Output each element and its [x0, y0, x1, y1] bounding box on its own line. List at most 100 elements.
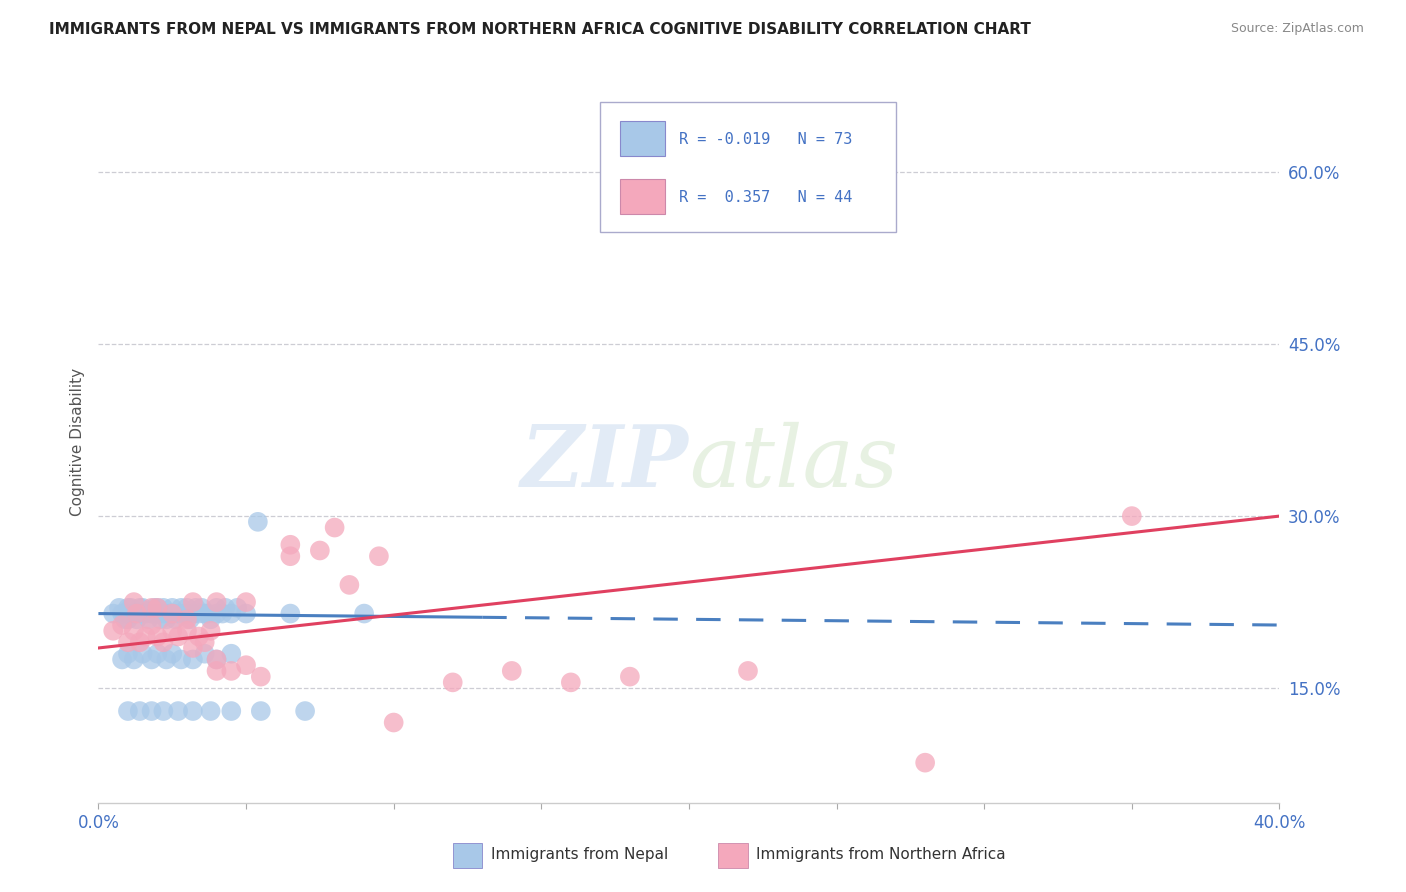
Point	[162, 607, 183, 621]
Point	[122, 607, 145, 621]
Point	[205, 664, 228, 678]
Point	[122, 624, 145, 638]
Bar	[620, 179, 665, 214]
Point	[103, 607, 125, 621]
Point	[135, 607, 157, 621]
Point	[152, 704, 174, 718]
Point	[181, 640, 204, 655]
Point	[250, 670, 273, 684]
Point	[214, 600, 236, 615]
Point	[221, 607, 243, 621]
Point	[157, 607, 180, 621]
Point	[221, 664, 243, 678]
Point	[280, 549, 302, 564]
Point	[197, 607, 219, 621]
Text: Immigrants from Nepal: Immigrants from Nepal	[491, 847, 668, 863]
Point	[141, 607, 163, 621]
Point	[170, 600, 193, 615]
Point	[103, 624, 125, 638]
Point	[173, 607, 195, 621]
Text: IMMIGRANTS FROM NEPAL VS IMMIGRANTS FROM NORTHERN AFRICA COGNITIVE DISABILITY CO: IMMIGRANTS FROM NEPAL VS IMMIGRANTS FROM…	[49, 22, 1031, 37]
Point	[235, 607, 257, 621]
Point	[382, 715, 405, 730]
Point	[155, 652, 177, 666]
Point	[117, 704, 139, 718]
Point	[309, 543, 332, 558]
Point	[167, 607, 190, 621]
Point	[162, 624, 183, 638]
Point	[141, 618, 163, 632]
Point	[176, 607, 198, 621]
Point	[226, 600, 249, 615]
Point	[250, 704, 273, 718]
Bar	[620, 121, 665, 156]
Point	[181, 652, 204, 666]
FancyBboxPatch shape	[600, 102, 896, 232]
Point	[194, 647, 217, 661]
Point	[235, 595, 257, 609]
Point	[146, 647, 169, 661]
Point	[167, 704, 190, 718]
Point	[560, 675, 582, 690]
Point	[619, 670, 641, 684]
Point	[221, 704, 243, 718]
Point	[200, 704, 222, 718]
Point	[205, 595, 228, 609]
Point	[205, 652, 228, 666]
Text: Immigrants from Northern Africa: Immigrants from Northern Africa	[756, 847, 1005, 863]
Point	[125, 612, 148, 626]
Point	[125, 607, 148, 621]
Point	[181, 595, 204, 609]
Point	[141, 652, 163, 666]
Point	[280, 538, 302, 552]
Point	[152, 635, 174, 649]
Point	[441, 675, 464, 690]
Point	[138, 612, 160, 626]
Point	[914, 756, 936, 770]
Point	[122, 595, 145, 609]
Point	[191, 600, 214, 615]
Point	[294, 704, 316, 718]
Point	[117, 607, 139, 621]
Point	[368, 549, 391, 564]
Point	[108, 600, 131, 615]
Point	[152, 607, 174, 621]
Point	[146, 630, 169, 644]
Point	[205, 652, 228, 666]
Point	[122, 652, 145, 666]
Point	[117, 600, 139, 615]
Point	[167, 630, 190, 644]
Point	[117, 612, 139, 626]
Point	[152, 600, 174, 615]
Point	[205, 607, 228, 621]
Point	[170, 652, 193, 666]
Point	[117, 635, 139, 649]
Bar	[453, 843, 482, 868]
Point	[162, 607, 183, 621]
Point	[141, 704, 163, 718]
Point	[339, 578, 361, 592]
Point	[200, 612, 222, 626]
Point	[179, 612, 201, 626]
Point	[176, 600, 198, 615]
Text: atlas: atlas	[689, 422, 898, 505]
Point	[176, 624, 198, 638]
Point	[117, 647, 139, 661]
Point	[141, 600, 163, 615]
Point	[194, 635, 217, 649]
Point	[737, 664, 759, 678]
Text: R = -0.019   N = 73: R = -0.019 N = 73	[679, 132, 853, 147]
Point	[132, 647, 155, 661]
Point	[205, 600, 228, 615]
Point	[176, 612, 198, 626]
Point	[323, 520, 346, 534]
Text: Source: ZipAtlas.com: Source: ZipAtlas.com	[1230, 22, 1364, 36]
Point	[132, 607, 155, 621]
Point	[181, 607, 204, 621]
Point	[146, 600, 169, 615]
Point	[132, 600, 155, 615]
Point	[111, 652, 134, 666]
Point	[135, 630, 157, 644]
Point	[162, 647, 183, 661]
Point	[114, 612, 136, 626]
